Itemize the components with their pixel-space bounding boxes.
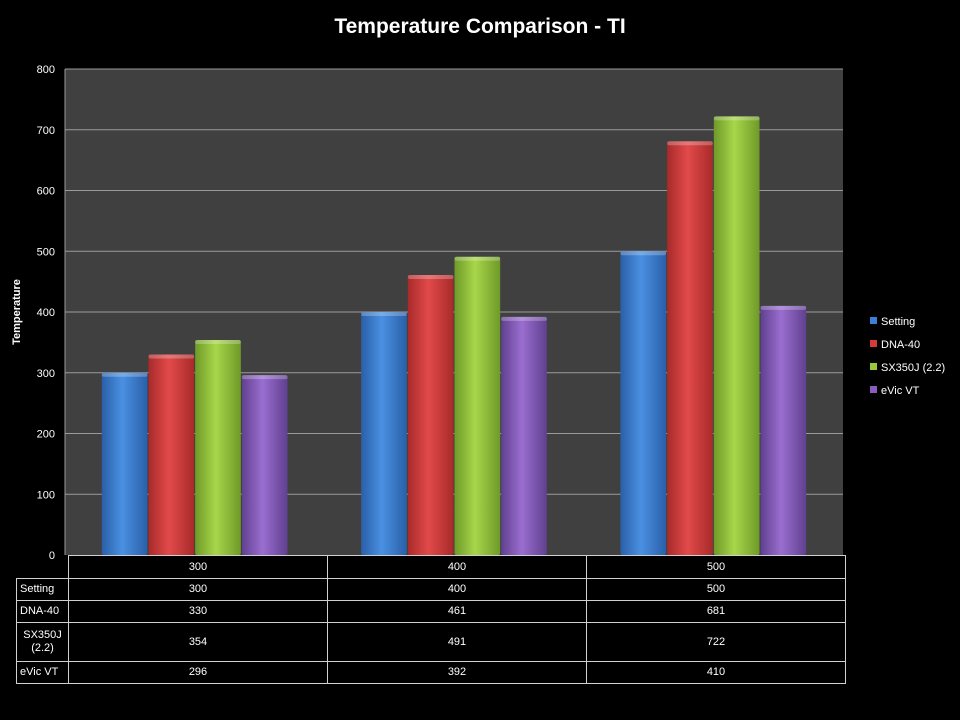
table-header-row: 300 400 500 bbox=[16, 555, 846, 579]
table-header-cell: 300 bbox=[68, 555, 328, 579]
legend-label: DNA-40 bbox=[881, 339, 920, 351]
bars bbox=[101, 116, 807, 556]
bar-body bbox=[407, 274, 454, 555]
bar bbox=[241, 375, 288, 555]
legend-swatch bbox=[870, 340, 877, 347]
y-axis-label: Temperature bbox=[11, 279, 23, 345]
table-row-label: SX350J (2.2) bbox=[16, 622, 69, 662]
y-tick-label: 100 bbox=[37, 489, 55, 501]
legend-swatch bbox=[870, 317, 877, 324]
legend-swatch bbox=[870, 386, 877, 393]
y-tick-label: 200 bbox=[37, 429, 55, 441]
bar-body bbox=[361, 312, 407, 555]
bar-cap bbox=[454, 256, 501, 261]
bar-cap bbox=[101, 372, 148, 377]
table-corner bbox=[16, 555, 69, 579]
table-cell: 392 bbox=[327, 661, 587, 684]
legend: Setting DNA-40 SX350J (2.2) eVic VT bbox=[870, 316, 945, 397]
bar bbox=[148, 354, 195, 555]
legend-label: SX350J (2.2) bbox=[881, 362, 945, 374]
bar bbox=[667, 141, 713, 556]
bar bbox=[713, 116, 760, 555]
bar-cap bbox=[407, 274, 454, 279]
y-tick-label: 400 bbox=[37, 307, 55, 319]
bar-cap bbox=[195, 339, 241, 344]
table-cell: 330 bbox=[68, 600, 328, 623]
table-cell: 681 bbox=[586, 600, 846, 623]
bar-body bbox=[760, 305, 807, 555]
bar-cap bbox=[713, 116, 760, 121]
bar-body bbox=[148, 354, 195, 555]
table-cell: 461 bbox=[327, 600, 587, 623]
bar-body bbox=[620, 251, 667, 555]
table-cell: 491 bbox=[327, 622, 587, 662]
table-cell: 410 bbox=[586, 661, 846, 684]
bar-body bbox=[101, 372, 148, 555]
legend-swatch bbox=[870, 363, 877, 370]
bar-cap bbox=[361, 312, 407, 316]
bar bbox=[501, 316, 547, 555]
y-tick-label: 500 bbox=[37, 246, 55, 258]
table-cell: 500 bbox=[586, 578, 846, 601]
bar bbox=[361, 312, 407, 555]
legend-label: Setting bbox=[881, 316, 915, 328]
table-row: eVic VT 296 392 410 bbox=[16, 661, 846, 684]
bar bbox=[101, 372, 148, 555]
bar bbox=[620, 251, 667, 555]
bar-cap bbox=[501, 316, 547, 321]
y-tick-label: 800 bbox=[37, 64, 55, 76]
bar-cap bbox=[667, 141, 713, 146]
bar bbox=[454, 256, 501, 555]
y-tick-label: 300 bbox=[37, 368, 55, 380]
table-cell: 300 bbox=[68, 578, 328, 601]
table-row: Setting 300 400 500 bbox=[16, 578, 846, 601]
bar-cap bbox=[620, 251, 667, 256]
bar-body bbox=[195, 339, 241, 555]
chart-title: Temperature Comparison - TI bbox=[334, 15, 625, 38]
bar-body bbox=[454, 256, 501, 555]
bar-cap bbox=[148, 354, 195, 359]
table-header-cell: 500 bbox=[586, 555, 846, 579]
table-row: DNA-40 330 461 681 bbox=[16, 600, 846, 623]
table-row: SX350J (2.2) 354 491 722 bbox=[16, 622, 846, 662]
bar bbox=[195, 339, 241, 555]
bar bbox=[760, 305, 807, 555]
table-row-label: eVic VT bbox=[16, 661, 69, 684]
bar-body bbox=[713, 116, 760, 555]
bar-cap bbox=[241, 375, 288, 380]
table-cell: 722 bbox=[586, 622, 846, 662]
gridlines bbox=[65, 68, 843, 495]
data-table: 300 400 500 Setting 300 400 500 DNA-40 3… bbox=[16, 555, 846, 684]
bar-body bbox=[667, 141, 713, 556]
bar-body bbox=[501, 316, 547, 555]
table-cell: 400 bbox=[327, 578, 587, 601]
y-tick-label: 700 bbox=[37, 125, 55, 137]
legend-label: eVic VT bbox=[881, 385, 920, 397]
table-row-label: DNA-40 bbox=[16, 600, 69, 623]
table-header-cell: 400 bbox=[327, 555, 587, 579]
bar-cap bbox=[760, 305, 807, 310]
table-cell: 354 bbox=[68, 622, 328, 662]
table-cell: 296 bbox=[68, 661, 328, 684]
bar bbox=[407, 274, 454, 555]
bar-body bbox=[241, 375, 288, 555]
table-row-label: Setting bbox=[16, 578, 69, 601]
y-tick-label: 600 bbox=[37, 186, 55, 198]
